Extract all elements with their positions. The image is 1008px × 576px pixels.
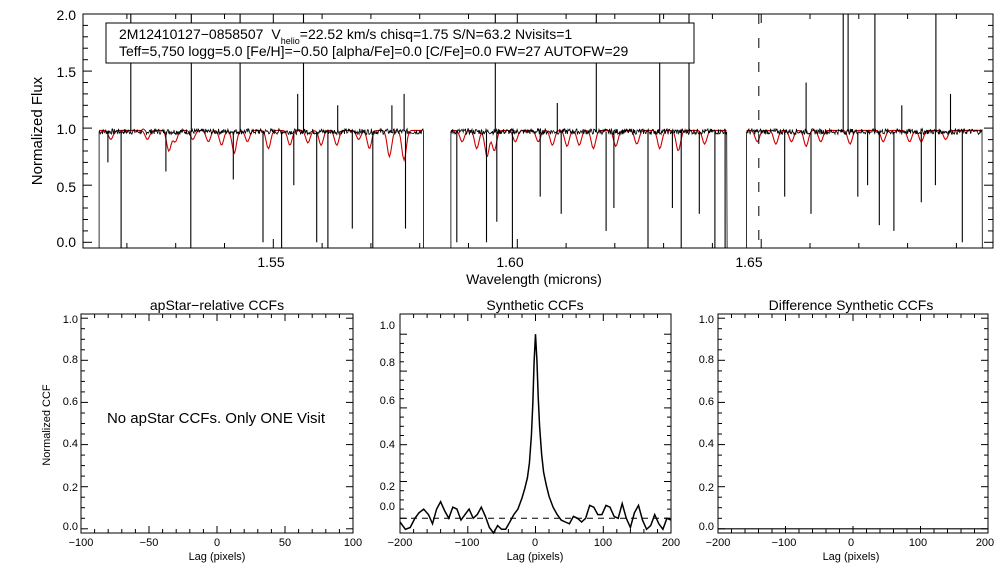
star-info-box: 2M12410127−0858507 Vhelio=22.52 km/s chis…	[105, 22, 695, 64]
y-tick-label: 1.5	[57, 64, 77, 80]
y-tick-label: 2.0	[57, 7, 77, 23]
difference-ccf-axis-ticks	[717, 314, 989, 533]
x-tick-label: 200	[976, 537, 994, 549]
y-tick-label: 0.8	[63, 354, 78, 366]
apstar-ccf-title: apStar−relative CCFs	[150, 297, 284, 313]
spectrum-x-tick-labels: 1.55 1.60 1.65	[257, 254, 762, 270]
y-tick-label: 0.2	[380, 481, 395, 493]
x-tick-label: 0	[532, 537, 538, 549]
synthetic-ccf-panel: Synthetic CCFs −200 −100 0 100 200 0.0 0…	[380, 297, 680, 563]
synthetic-ccf-title: Synthetic CCFs	[486, 297, 583, 313]
x-tick-label: −200	[706, 537, 731, 549]
x-tick-label: 1.60	[496, 254, 523, 270]
spectrum-panel: 1.55 1.60 1.65 0.0 0.5 1.0 1.5 2.0 Wavel…	[29, 7, 994, 287]
y-tick-label: 0.0	[57, 234, 77, 250]
x-tick-label: 0	[848, 537, 854, 549]
synthetic-ccf-x-axis-label: Lag (pixels)	[507, 551, 564, 563]
y-tick-label: 0.4	[699, 438, 714, 450]
difference-ccf-x-axis-label: Lag (pixels)	[823, 551, 880, 563]
apstar-ccf-y-axis-label: Normalized CCF	[41, 384, 53, 466]
y-tick-label: 0.8	[380, 357, 395, 369]
observed-spectrum-series	[98, 14, 983, 249]
y-tick-label: 0.6	[699, 396, 714, 408]
x-tick-label: −100	[772, 537, 797, 549]
observed-spectrum-segment	[450, 127, 728, 249]
x-tick-label: 0	[214, 537, 220, 549]
difference-ccf-frame	[717, 313, 989, 534]
y-tick-label: 0.2	[699, 482, 714, 494]
star-info-line-2: Teff=5,750 logg=5.0 [Fe/H]=−0.50 [alpha/…	[119, 43, 628, 59]
difference-ccf-title: Difference Synthetic CCFs	[769, 297, 934, 313]
y-tick-label: 0.4	[63, 438, 78, 450]
x-tick-label: 1.65	[735, 254, 762, 270]
x-tick-label: 1.55	[257, 254, 284, 270]
x-tick-label: 100	[594, 537, 612, 549]
difference-ccf-y-tick-labels: 0.0 0.2 0.4 0.6 0.8 1.0	[699, 314, 714, 533]
x-tick-label: −100	[455, 537, 480, 549]
spectrum-axis-ticks	[83, 13, 993, 248]
x-tick-label: −100	[69, 537, 94, 549]
spectrum-y-axis-label: Normalized Flux	[29, 76, 46, 185]
apstar-ccf-panel: apStar−relative CCFs −100 −50 0 50 100 0…	[41, 297, 362, 563]
y-tick-label: 1.0	[380, 320, 395, 332]
x-tick-label: −200	[388, 537, 413, 549]
star-info-box-frame	[105, 22, 695, 64]
y-tick-label: 0.2	[63, 482, 78, 494]
x-tick-label: 100	[909, 537, 927, 549]
apstar-ccf-y-tick-labels: 0.0 0.2 0.4 0.6 0.8 1.0	[63, 314, 78, 533]
v-helio-and-stats: =22.52 km/s chisq=1.75 S/N=63.2 Nvisits=…	[300, 26, 573, 42]
apstar-ccf-axis-ticks	[80, 314, 354, 533]
y-tick-label: 0.0	[699, 521, 714, 533]
apstar-ccf-x-axis-label: Lag (pixels)	[189, 551, 246, 563]
synthetic-ccf-curve	[399, 334, 672, 535]
star-id: 2M12410127−0858507	[119, 26, 264, 42]
synthetic-ccf-axis-ticks	[399, 314, 672, 533]
star-info-line-1: 2M12410127−0858507 Vhelio=22.52 km/s chis…	[119, 26, 572, 46]
y-tick-label: 0.0	[63, 521, 78, 533]
v-helio-symbol: V	[271, 26, 281, 42]
no-ccf-message: No apStar CCFs. Only ONE Visit	[107, 410, 326, 427]
y-tick-label: 0.6	[63, 396, 78, 408]
model-spectrum-segment	[99, 129, 423, 163]
observed-spectrum-segment	[746, 127, 983, 249]
v-helio-subscript: helio	[281, 36, 300, 46]
x-tick-label: 50	[279, 537, 291, 549]
model-spectrum-segment	[450, 129, 727, 158]
y-tick-label: 1.0	[57, 121, 77, 137]
spectrum-plot-frame	[82, 13, 994, 249]
y-tick-label: 1.0	[63, 314, 78, 326]
y-tick-label: 0.0	[380, 501, 395, 513]
x-tick-label: −50	[140, 537, 159, 549]
synthetic-ccf-y-tick-labels: 0.0 0.2 0.4 0.6 0.8 1.0	[380, 320, 395, 513]
observed-spectrum-segment	[98, 127, 424, 249]
synthetic-ccf-x-tick-labels: −200 −100 0 100 200	[388, 537, 681, 549]
difference-ccf-panel: Difference Synthetic CCFs −200 −100 0 10…	[699, 297, 994, 563]
apstar-ccf-x-tick-labels: −100 −50 0 50 100	[69, 537, 363, 549]
y-tick-label: 0.8	[699, 354, 714, 366]
spectrum-x-axis-label: Wavelength (microns)	[466, 271, 602, 287]
x-tick-label: 200	[662, 537, 680, 549]
y-tick-label: 1.0	[699, 314, 714, 326]
difference-ccf-x-tick-labels: −200 −100 0 100 200	[706, 537, 995, 549]
x-tick-label: 100	[344, 537, 362, 549]
y-tick-label: 0.4	[380, 439, 395, 451]
y-tick-label: 0.5	[57, 179, 77, 195]
y-tick-label: 0.6	[380, 395, 395, 407]
spectrum-y-tick-labels: 0.0 0.5 1.0 1.5 2.0	[57, 7, 77, 250]
